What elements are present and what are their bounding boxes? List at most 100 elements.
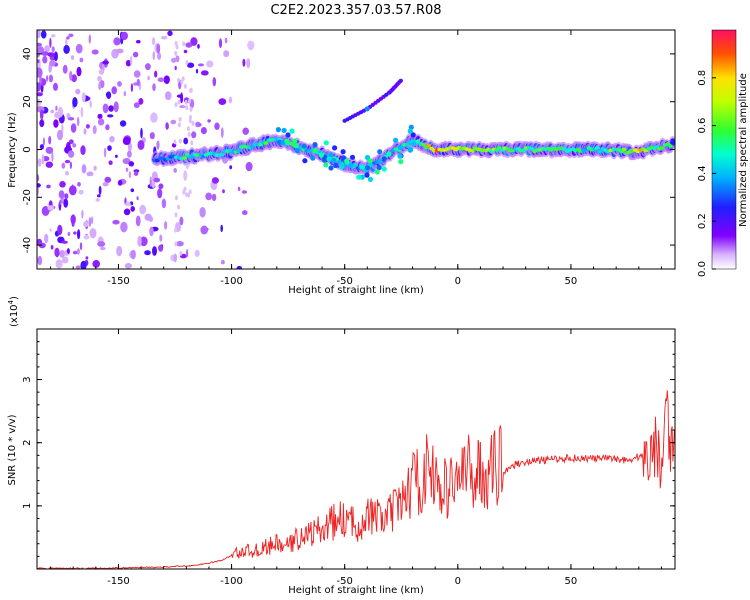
noise-speckle (211, 193, 217, 202)
noise-speckle (125, 167, 129, 172)
snr-panel: -150 -100 -50 0 50 1 2 3 Height of straight lin… (7, 296, 676, 596)
noise-speckle (165, 122, 169, 130)
band-lump (331, 157, 337, 163)
noise-speckle (39, 119, 45, 128)
band-lump (348, 162, 354, 168)
noise-speckle (177, 99, 181, 105)
noise-speckle (75, 43, 83, 54)
noise-speckle (156, 140, 160, 150)
noise-speckle (246, 58, 251, 69)
noise-speckle (76, 248, 80, 255)
band-core (336, 159, 342, 164)
noise-speckle (195, 68, 199, 74)
noise-speckle (229, 165, 233, 170)
band-core (353, 163, 358, 167)
noise-speckle (68, 185, 77, 196)
noise-speckle (125, 201, 131, 207)
band-core (258, 142, 263, 147)
noise-speckle (41, 51, 49, 56)
spectrogram-y-tick-label: -40 (22, 237, 33, 253)
noise-speckle (228, 96, 233, 104)
spectrogram-x-tick-label: -50 (337, 276, 353, 287)
band-lump (367, 176, 373, 182)
band-lump (318, 152, 324, 158)
noise-speckle (151, 37, 156, 46)
noise-speckle (37, 92, 43, 97)
noise-speckle (147, 75, 150, 81)
noise-speckle (221, 260, 225, 265)
noise-speckle (149, 132, 155, 140)
noise-speckle (191, 121, 195, 126)
snr-ticks: -150 -100 -50 0 50 1 2 3 (22, 329, 675, 587)
noise-speckle (144, 213, 152, 221)
noise-speckle (57, 129, 63, 141)
band-lump (289, 128, 295, 134)
spectrogram-y-tick-label: -20 (22, 189, 33, 205)
noise-speckle (125, 60, 132, 67)
noise-speckle (78, 189, 84, 195)
noise-speckle (80, 260, 87, 269)
spectrogram-x-tick-label: 0 (455, 276, 461, 287)
noise-speckle (55, 105, 58, 111)
noise-speckle (123, 91, 127, 97)
noise-speckle (170, 119, 177, 125)
band-outer (670, 138, 675, 146)
noise-speckle (200, 127, 207, 135)
noise-speckle (174, 212, 178, 218)
noise-speckle (177, 122, 181, 128)
noise-speckle (53, 119, 59, 128)
noise-speckle (153, 177, 161, 183)
band-lump (367, 158, 373, 164)
noise-speckle (65, 37, 68, 48)
noise-speckle (51, 46, 55, 53)
noise-speckle (70, 214, 76, 225)
noise-speckle (185, 60, 189, 66)
noise-speckle (133, 102, 140, 109)
snr-scale-exponent: 4 (7, 299, 15, 304)
noise-speckle (77, 116, 80, 127)
noise-speckle (81, 209, 84, 219)
noise-speckle (174, 241, 178, 247)
band-lump (408, 124, 414, 130)
noise-speckle (54, 247, 60, 258)
band-lump (293, 143, 299, 149)
noise-speckle (54, 111, 62, 119)
noise-speckle (38, 242, 46, 249)
noise-speckle (79, 242, 83, 251)
noise-speckle (220, 127, 224, 138)
noise-speckle (164, 221, 168, 230)
noise-speckle (112, 219, 120, 225)
spectrogram-x-tick-label: 50 (565, 276, 578, 287)
noise-speckle (53, 82, 58, 91)
band-lump (326, 156, 332, 162)
noise-speckle (59, 199, 62, 205)
band-lump (377, 149, 383, 155)
colorbar-ticks: 0.0 0.2 0.4 0.6 0.8 (697, 70, 716, 277)
band-core (263, 141, 269, 145)
noise-speckle (120, 31, 128, 41)
snr-frame (36, 328, 676, 570)
noise-speckle (187, 132, 191, 137)
noise-speckle (247, 40, 255, 51)
noise-speckle (152, 83, 156, 92)
noise-speckle (59, 181, 66, 188)
noise-speckle (61, 123, 64, 133)
band-core (621, 147, 627, 152)
spectrogram-panel: -150 -100 -50 0 50 -40 -20 0 20 40 Height of stra… (7, 29, 676, 296)
noise-speckle (156, 43, 161, 54)
noise-speckle (91, 49, 99, 55)
band-core (426, 143, 432, 148)
noise-speckle (158, 244, 164, 252)
noise-speckle (128, 171, 132, 179)
noise-speckle (242, 127, 249, 135)
noise-speckle (212, 77, 217, 87)
noise-speckle (176, 241, 184, 247)
band-lump (285, 132, 291, 138)
noise-speckle (179, 250, 183, 256)
noise-speckle (177, 204, 181, 210)
band-lump (393, 137, 399, 143)
noise-speckle (61, 240, 68, 244)
noise-speckle (175, 195, 178, 201)
band-lump (381, 166, 387, 172)
noise-speckle (102, 60, 109, 65)
